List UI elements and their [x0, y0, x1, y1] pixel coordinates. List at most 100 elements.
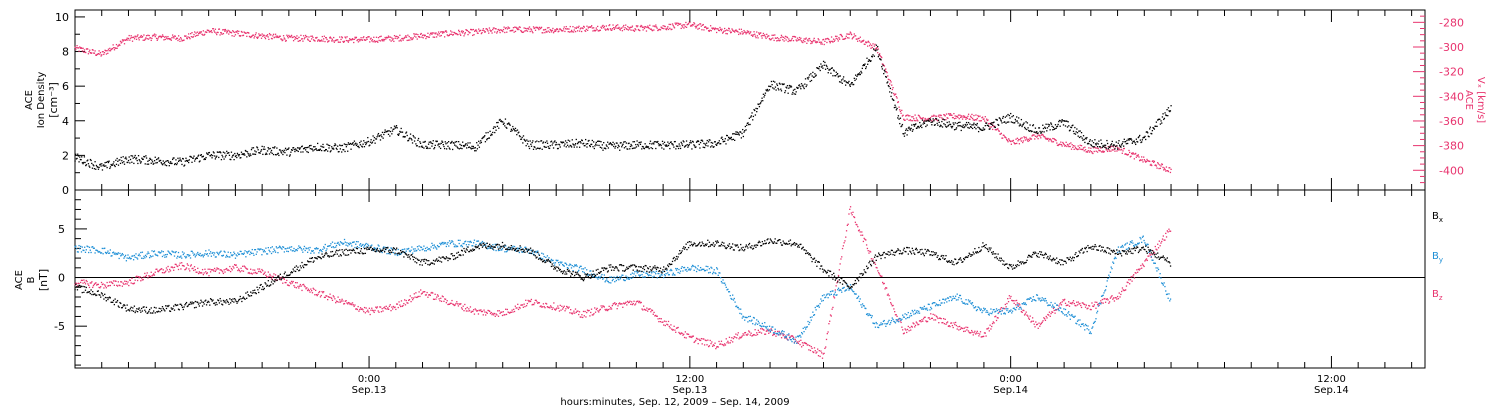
bz-point: [661, 321, 663, 323]
vx-point: [1086, 151, 1089, 153]
density-point: [696, 140, 698, 143]
density-point: [1131, 139, 1133, 141]
density-point: [198, 154, 200, 156]
density-point: [785, 86, 787, 88]
vx-point: [969, 115, 972, 117]
density-point: [460, 147, 462, 149]
density-point: [681, 144, 684, 147]
bz-point: [547, 306, 549, 309]
density-point: [1072, 130, 1075, 132]
bz-point: [541, 306, 544, 308]
density-point: [1135, 143, 1137, 146]
density-point: [199, 160, 201, 162]
density-point: [841, 82, 843, 84]
density-point: [838, 75, 840, 77]
vx-point: [131, 40, 134, 42]
vx-point: [1149, 164, 1152, 166]
bz-point: [593, 313, 595, 315]
top-right-label-line-2: Vₓ [km/s]: [1475, 77, 1486, 123]
vx-point: [718, 29, 720, 32]
vx-point: [860, 41, 862, 43]
bz-point: [531, 304, 533, 306]
density-point: [429, 147, 431, 150]
density-point: [355, 142, 357, 144]
density-point: [982, 127, 984, 129]
density-point: [547, 145, 549, 148]
density-point: [879, 58, 881, 60]
density-point: [782, 83, 784, 86]
by-point: [182, 253, 184, 256]
by-point: [147, 251, 149, 253]
density-point: [574, 143, 577, 145]
vx-point: [603, 25, 606, 28]
density-point: [91, 167, 94, 169]
density-point: [738, 134, 741, 136]
by-point: [100, 252, 102, 254]
bz-point: [305, 288, 307, 290]
bz-point: [154, 271, 156, 273]
bz-point: [589, 315, 591, 317]
vx-point: [434, 33, 436, 35]
density-point: [977, 126, 979, 128]
bz-point: [935, 315, 938, 317]
vx-point: [583, 26, 585, 28]
vx-point: [552, 27, 554, 30]
vx-point: [994, 129, 996, 131]
density-point: [93, 165, 95, 167]
density-point: [960, 129, 962, 132]
vx-point: [1151, 160, 1154, 163]
vx-point: [818, 39, 820, 41]
bz-point: [610, 306, 612, 309]
density-point: [689, 142, 691, 144]
bz-point: [768, 329, 771, 331]
vx-point: [693, 23, 696, 25]
density-point: [728, 136, 730, 138]
density-point: [752, 115, 755, 118]
vx-point: [371, 39, 374, 41]
bz-point: [476, 310, 478, 312]
vx-point: [852, 36, 855, 38]
by-point: [120, 255, 122, 257]
density-point: [284, 147, 287, 150]
density-point: [294, 148, 297, 150]
vx-point: [793, 35, 795, 38]
bz-point: [975, 333, 977, 335]
vx-point: [508, 27, 510, 29]
density-point: [236, 156, 238, 159]
bz-point: [337, 296, 339, 298]
vx-point: [795, 39, 797, 41]
vx-point: [887, 78, 890, 81]
bz-point: [821, 352, 823, 354]
vx-point: [586, 25, 588, 27]
bz-point: [453, 304, 456, 307]
vx-point: [1003, 134, 1005, 137]
density-point: [584, 138, 587, 141]
bz-point: [274, 274, 277, 276]
density-point: [820, 63, 822, 65]
density-point: [399, 130, 401, 133]
density-point: [603, 142, 605, 144]
vx-point: [1137, 155, 1139, 157]
density-point: [140, 161, 142, 163]
density-point: [1080, 131, 1083, 134]
vx-point: [347, 40, 349, 42]
bz-point: [375, 306, 377, 308]
vx-point: [668, 23, 670, 26]
bz-point: [884, 288, 886, 290]
vx-point: [563, 26, 565, 28]
vx-point: [757, 37, 759, 39]
density-point: [704, 143, 706, 145]
bz-point: [582, 310, 585, 313]
bz-point: [148, 275, 150, 277]
bz-point: [357, 305, 359, 308]
density-point: [588, 139, 590, 142]
density-point: [711, 145, 713, 147]
density-point: [742, 135, 745, 138]
density-point: [516, 129, 519, 131]
vx-point: [292, 40, 295, 42]
vx-point: [733, 30, 735, 32]
vx-point: [977, 114, 979, 117]
by-point: [80, 251, 83, 253]
bz-point: [367, 311, 370, 313]
